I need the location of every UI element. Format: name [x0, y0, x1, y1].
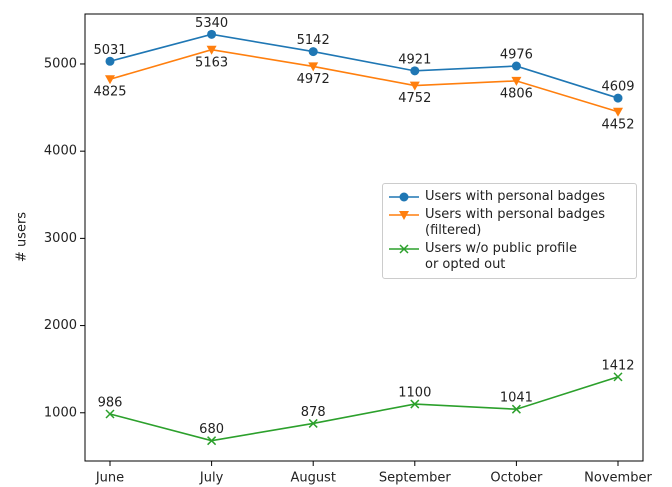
marker: [207, 436, 217, 446]
marker: [613, 93, 623, 103]
marker: [613, 107, 623, 117]
marker: [511, 404, 521, 414]
x-tick-label: June: [95, 471, 124, 486]
marker: [399, 192, 409, 202]
data-label: 4921: [398, 52, 431, 67]
y-tick-label: 5000: [44, 56, 77, 71]
legend-entry: Users with personal badges (filtered): [383, 207, 636, 239]
legend-swatch: [389, 192, 419, 202]
marker: [207, 29, 217, 39]
data-label: 680: [199, 422, 224, 437]
legend-entry: Users w/o public profile or opted out: [383, 241, 636, 273]
marker: [105, 409, 115, 419]
data-label: 1412: [601, 358, 634, 373]
series-line: [109, 48, 619, 113]
legend-swatch: [389, 244, 419, 254]
marker: [409, 81, 420, 91]
marker: [105, 75, 115, 85]
legend: Users with personal badges Users with per…: [382, 183, 637, 279]
x-tick-label: September: [379, 471, 452, 486]
data-label: 4806: [500, 86, 533, 101]
x-tick-label: August: [290, 471, 336, 486]
data-label: 986: [98, 395, 123, 410]
marker: [511, 76, 522, 86]
y-axis-label: # users: [15, 212, 30, 262]
axes-frame: [84, 13, 644, 462]
data-label: 4825: [93, 85, 126, 100]
marker: [410, 399, 420, 409]
series-line: [109, 33, 619, 99]
data-label: 4976: [500, 48, 533, 63]
data-label: 4972: [297, 72, 330, 87]
y-tick-label: 4000: [44, 144, 77, 159]
data-label: 4752: [398, 91, 431, 106]
data-label: 5142: [297, 33, 330, 48]
data-label: 5163: [195, 55, 228, 70]
y-tick-label: 1000: [44, 405, 77, 420]
data-label: 4609: [601, 80, 634, 95]
marker: [613, 372, 623, 382]
data-label: 4452: [601, 117, 634, 132]
legend-entry: Users with personal badges: [383, 189, 636, 205]
x-tick-label: November: [584, 471, 652, 486]
marker: [308, 418, 318, 428]
marker: [308, 62, 319, 72]
x-tick-label: July: [199, 471, 224, 486]
marker: [399, 244, 409, 254]
legend-label: Users with personal badges (filtered): [425, 207, 606, 238]
data-label: 878: [301, 405, 326, 420]
series-line: [109, 376, 619, 442]
marker: [399, 211, 409, 220]
data-label: 1041: [500, 391, 533, 406]
legend-label: Users w/o public profile or opted out: [425, 241, 577, 272]
data-label: 1100: [398, 386, 431, 401]
marker: [105, 56, 115, 66]
marker: [410, 66, 420, 76]
data-label: 5031: [93, 43, 126, 58]
marker: [308, 47, 318, 57]
legend-swatch: [389, 211, 419, 220]
legend-label: Users with personal badges: [425, 189, 606, 204]
y-tick-label: 3000: [44, 231, 77, 246]
marker: [511, 61, 521, 71]
x-tick-label: October: [490, 471, 543, 486]
y-tick-label: 2000: [44, 318, 77, 333]
data-label: 5340: [195, 16, 228, 31]
marker: [206, 45, 217, 55]
